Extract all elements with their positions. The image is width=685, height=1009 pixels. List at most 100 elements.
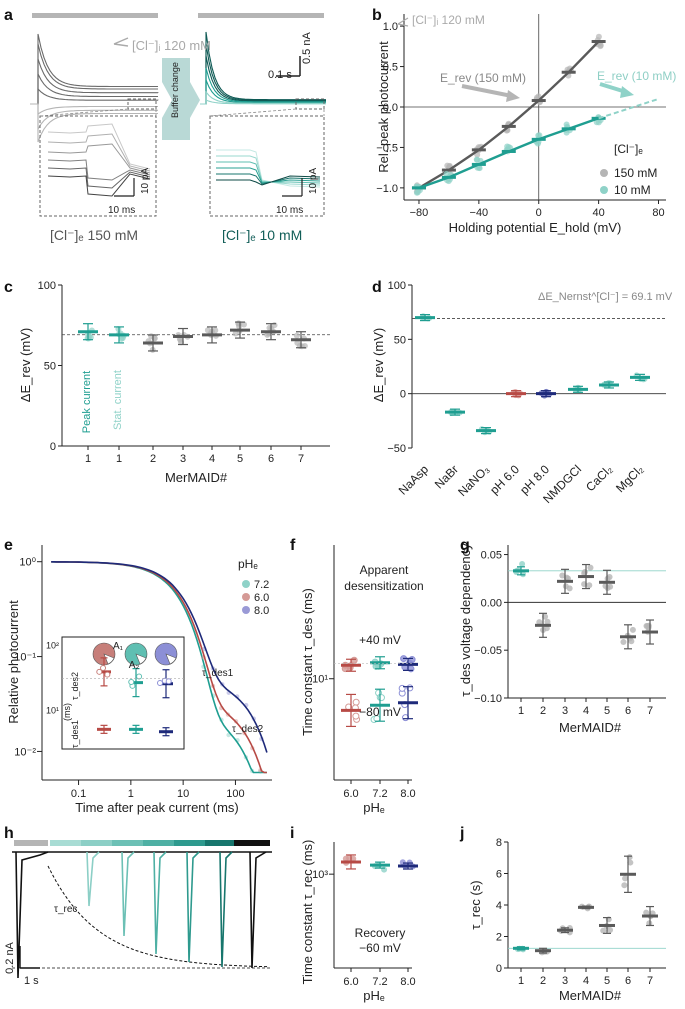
stimulus-bar-right [198,13,324,18]
inset-current-a-right: 10 pA [308,168,319,194]
c-point-1 [119,335,126,342]
j-ytick-label: 0 [496,963,502,975]
j-xtick-label: 2 [540,975,546,987]
g-xtick-label: 3 [562,705,568,717]
b-legend-label-150: 150 mM [614,166,657,180]
trace-left-5 [30,103,158,115]
i-point-0 [342,855,349,862]
e-y-axis-label: Relative photocurrent [6,600,21,724]
j-point-6 [643,909,650,916]
j-point-5 [622,875,629,882]
g-ytick-label: 0.00 [481,597,502,609]
e-legend-marker-0 [242,580,250,588]
i-point-2 [399,859,406,866]
g-point-6 [643,623,650,630]
h-bar-seg-1 [81,840,112,846]
b-line-10mM [418,117,599,190]
inset-time-a-left: 10 ms [108,205,135,216]
j-point-5 [627,859,634,866]
b-xtick-label: 40 [593,207,605,219]
g-point-0 [519,560,526,567]
h-pulse-3 [186,851,200,963]
trace-left-4 [30,87,159,105]
h-bar-seg-0 [50,840,81,846]
inset-trace-left-1 [47,133,151,172]
b-pipette-icon [397,17,409,27]
c-point-7 [293,332,300,339]
h-bar-seg-3 [143,840,174,846]
scale-current-a: 0.5 nA [301,32,313,64]
trace-right-1 [200,43,326,105]
b-xtick-label: 0 [536,207,542,219]
d-annotation-nernst: ΔE_Nernst^[Cl⁻] = 69.1 mV [538,291,673,303]
b-legend-marker-10 [600,186,608,194]
b-xtick-label: 80 [652,207,664,219]
b-ytick-label: −0.5 [376,142,398,154]
g-point-3 [586,582,593,589]
panel-label-d: d [372,279,382,296]
condition-left-label: [Cl⁻]ₑ 150 mM [50,227,138,243]
c-ytick-label: 50 [44,361,56,373]
f-title-line2: desensitization [344,579,423,593]
d-y-axis-label: ΔE_rev (mV) [371,328,386,402]
trace-right-3 [200,67,326,105]
inset-trace-right-3 [216,167,321,184]
f-xtick-label: 7.2 [372,788,387,800]
pipette-icon [113,37,129,47]
i-x-axis-label: pHₑ [363,988,385,1003]
h-tau-rec-label: τ_rec [54,904,77,915]
inset-trace-right-2 [216,161,321,184]
trace-right-2 [200,55,326,105]
c-point-5 [235,320,242,327]
inset-trace-right-1 [216,155,321,186]
e-inset-open-1 [136,673,143,680]
b-xtick-label: −40 [470,207,489,219]
e-label-tau-des1: τ_des1 [202,668,234,679]
c-xtick-label: 2 [150,453,156,465]
panel-label-f: f [290,537,296,554]
i-xtick-label: 8.0 [400,976,415,988]
h-pulse-2 [153,851,167,955]
c-point-5 [241,321,248,328]
h-pulse-0 [86,851,100,907]
b-point-1-0 [413,189,420,196]
j-xtick-label: 6 [625,975,631,987]
d-xtick-label: NaNO₃ [455,462,492,499]
e-inset-pie-slice-2 [165,653,177,665]
pipette-label-a: [Cl⁻]ᵢ 120 mM [132,38,211,53]
g-ytick-label: −0.05 [474,645,502,657]
inset-trace-left-5 [47,173,151,197]
e-legend-label-1: 6.0 [254,592,269,604]
e-curve-8.0 [51,561,268,753]
e-label-tau-des2: τ_des2 [232,724,264,735]
buffer-change-arrow [162,58,200,140]
j-ytick-label: 4 [496,900,502,912]
e-legend-marker-1 [242,593,250,601]
c-annotation-peak: Peak current [81,371,93,433]
b-ytick-label: −1.0 [376,183,398,195]
j-ytick-label: 6 [496,869,502,881]
g-x-axis-label: MerMAID# [559,720,622,735]
e-inset-pie-label-A2: A₂ [129,660,140,671]
g-point-1 [544,618,551,625]
b-arrowhead-10 [620,86,634,98]
c-xtick-label: 1 [116,453,122,465]
i-xtick-label: 7.2 [372,976,387,988]
g-xtick-label: 6 [625,705,631,717]
c-xtick-label: 4 [209,453,215,465]
d-ytick-label: −50 [387,443,406,455]
g-point-1 [536,619,543,626]
inset-trace-right-0 [216,149,321,188]
b-title: [Cl⁻]ᵢ 120 mM [412,13,485,27]
j-xtick-label: 7 [647,975,653,987]
h-pulse-4 [219,851,233,968]
b-ytick-label: 0.0 [383,102,398,114]
d-xtick-label: pH 6.0 [487,462,522,497]
e-xtick-label: 100 [226,788,244,800]
f-x-axis-label: pHₑ [363,800,385,815]
g-y-axis-label: τ_des voltage dependency [458,543,473,697]
h-bar-seg-5 [205,840,236,846]
e-inset-open-0 [100,665,107,672]
e-inset-open-1 [128,678,135,685]
h-bar-post [234,840,270,846]
